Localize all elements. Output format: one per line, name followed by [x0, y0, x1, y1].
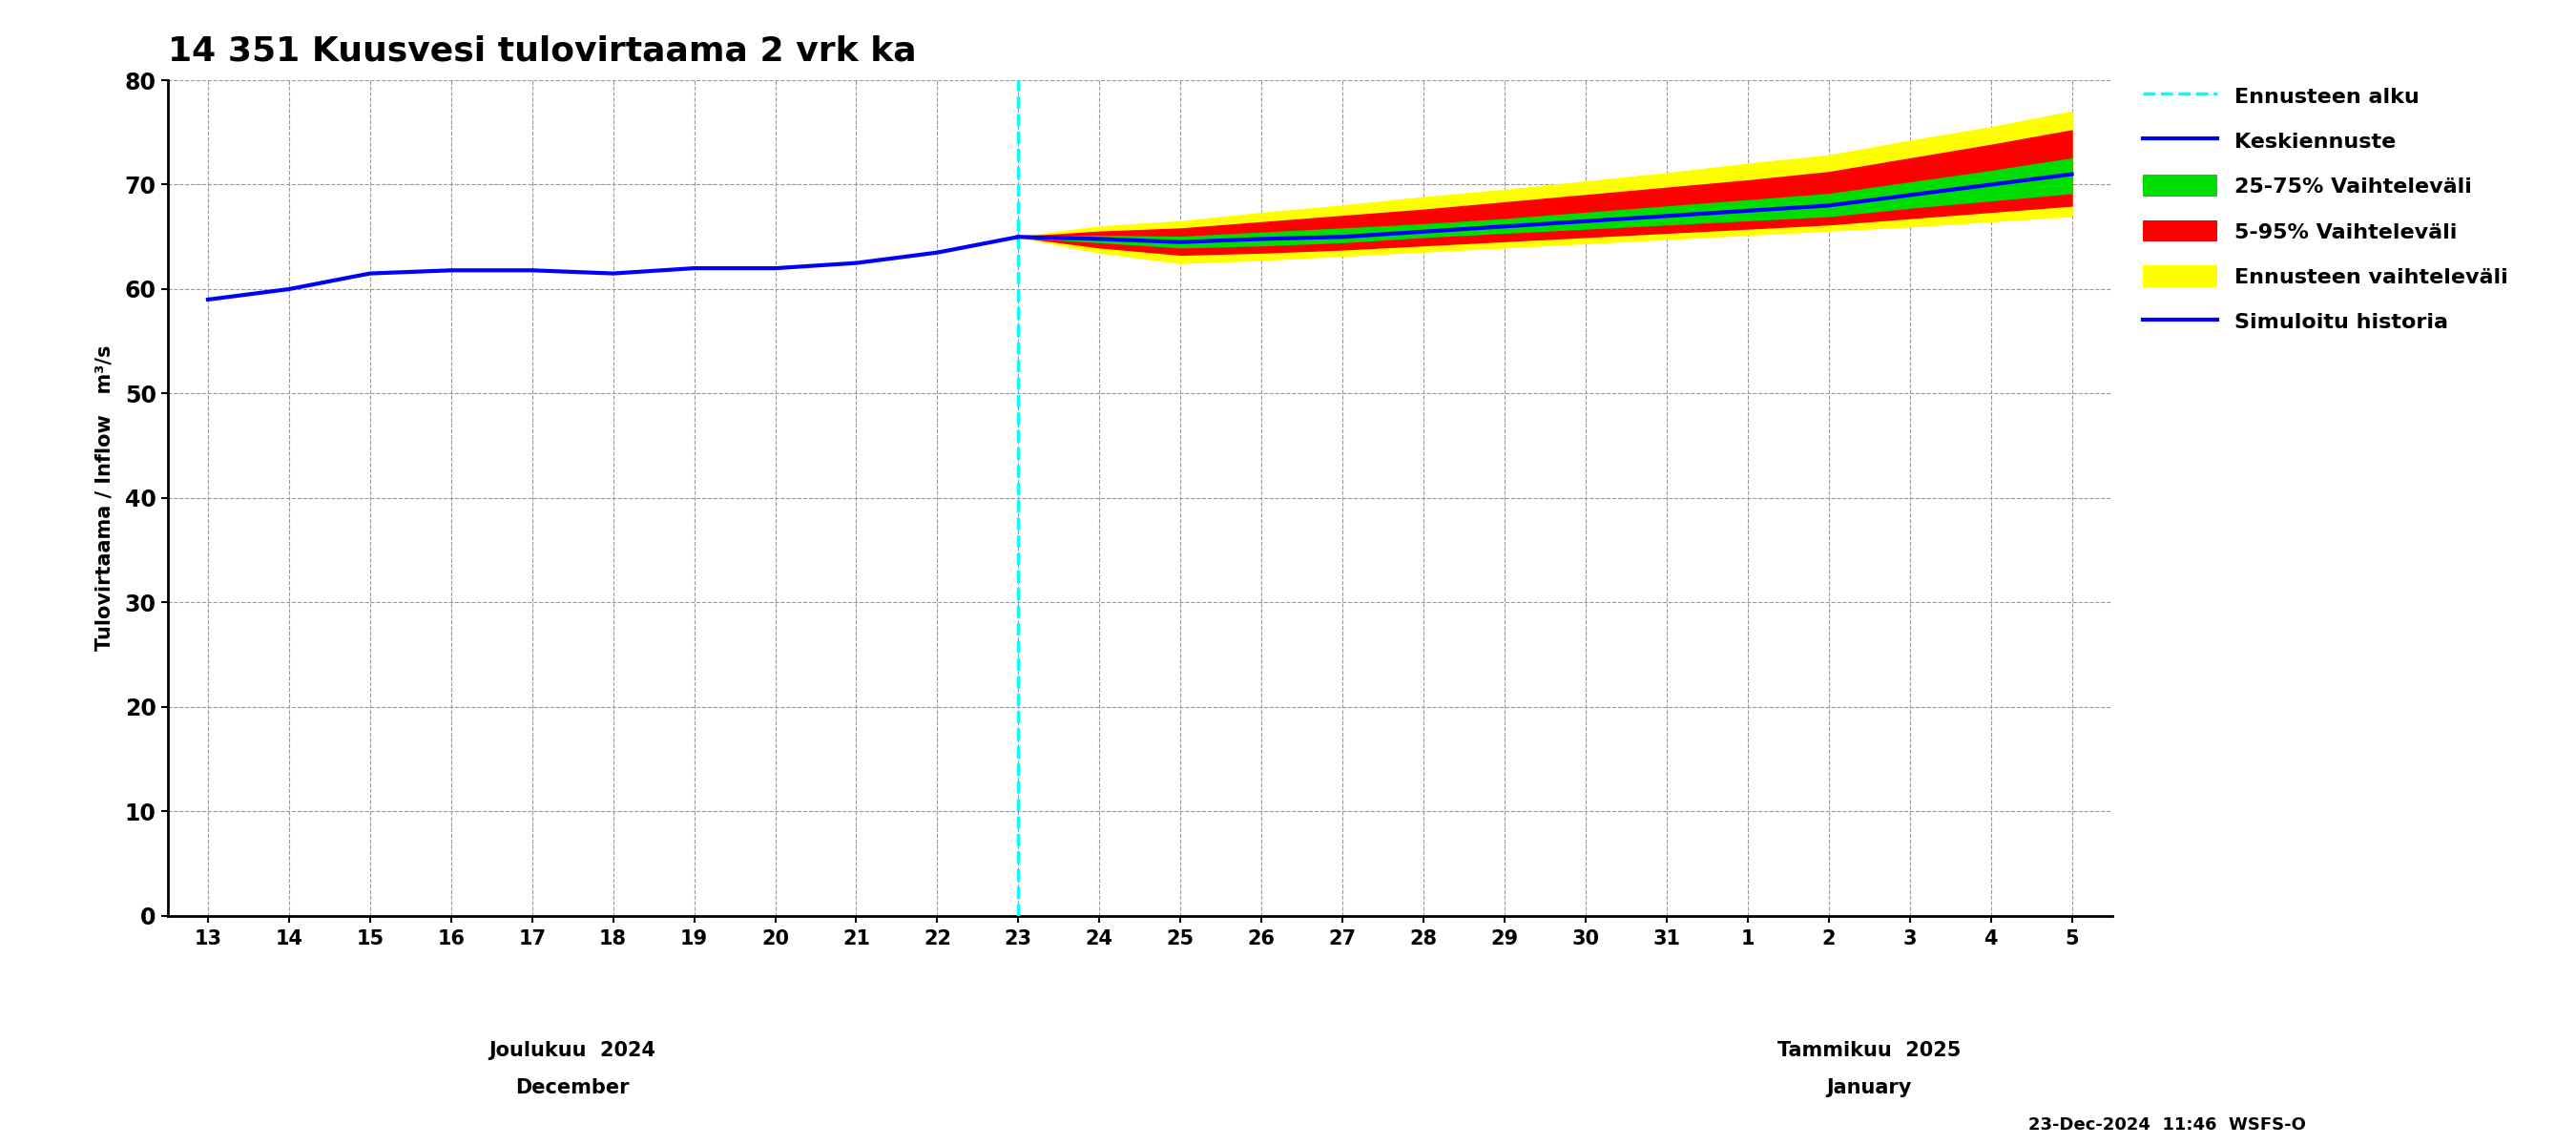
Text: Joulukuu  2024: Joulukuu 2024: [489, 1041, 657, 1060]
Text: January: January: [1826, 1077, 1911, 1097]
Text: 23-Dec-2024  11:46  WSFS-O: 23-Dec-2024 11:46 WSFS-O: [2027, 1116, 2306, 1134]
Legend: Ennusteen alku, Keskiennuste, 25-75% Vaihteleväli, 5-95% Vaihteleväli, Ennusteen: Ennusteen alku, Keskiennuste, 25-75% Vai…: [2133, 74, 2519, 342]
Text: Tammikuu  2025: Tammikuu 2025: [1777, 1041, 1960, 1060]
Y-axis label: Tulovirtaama / Inflow   m³/s: Tulovirtaama / Inflow m³/s: [95, 345, 113, 652]
Text: 14 351 Kuusvesi tulovirtaama 2 vrk ka: 14 351 Kuusvesi tulovirtaama 2 vrk ka: [167, 34, 917, 66]
Text: December: December: [515, 1077, 629, 1097]
